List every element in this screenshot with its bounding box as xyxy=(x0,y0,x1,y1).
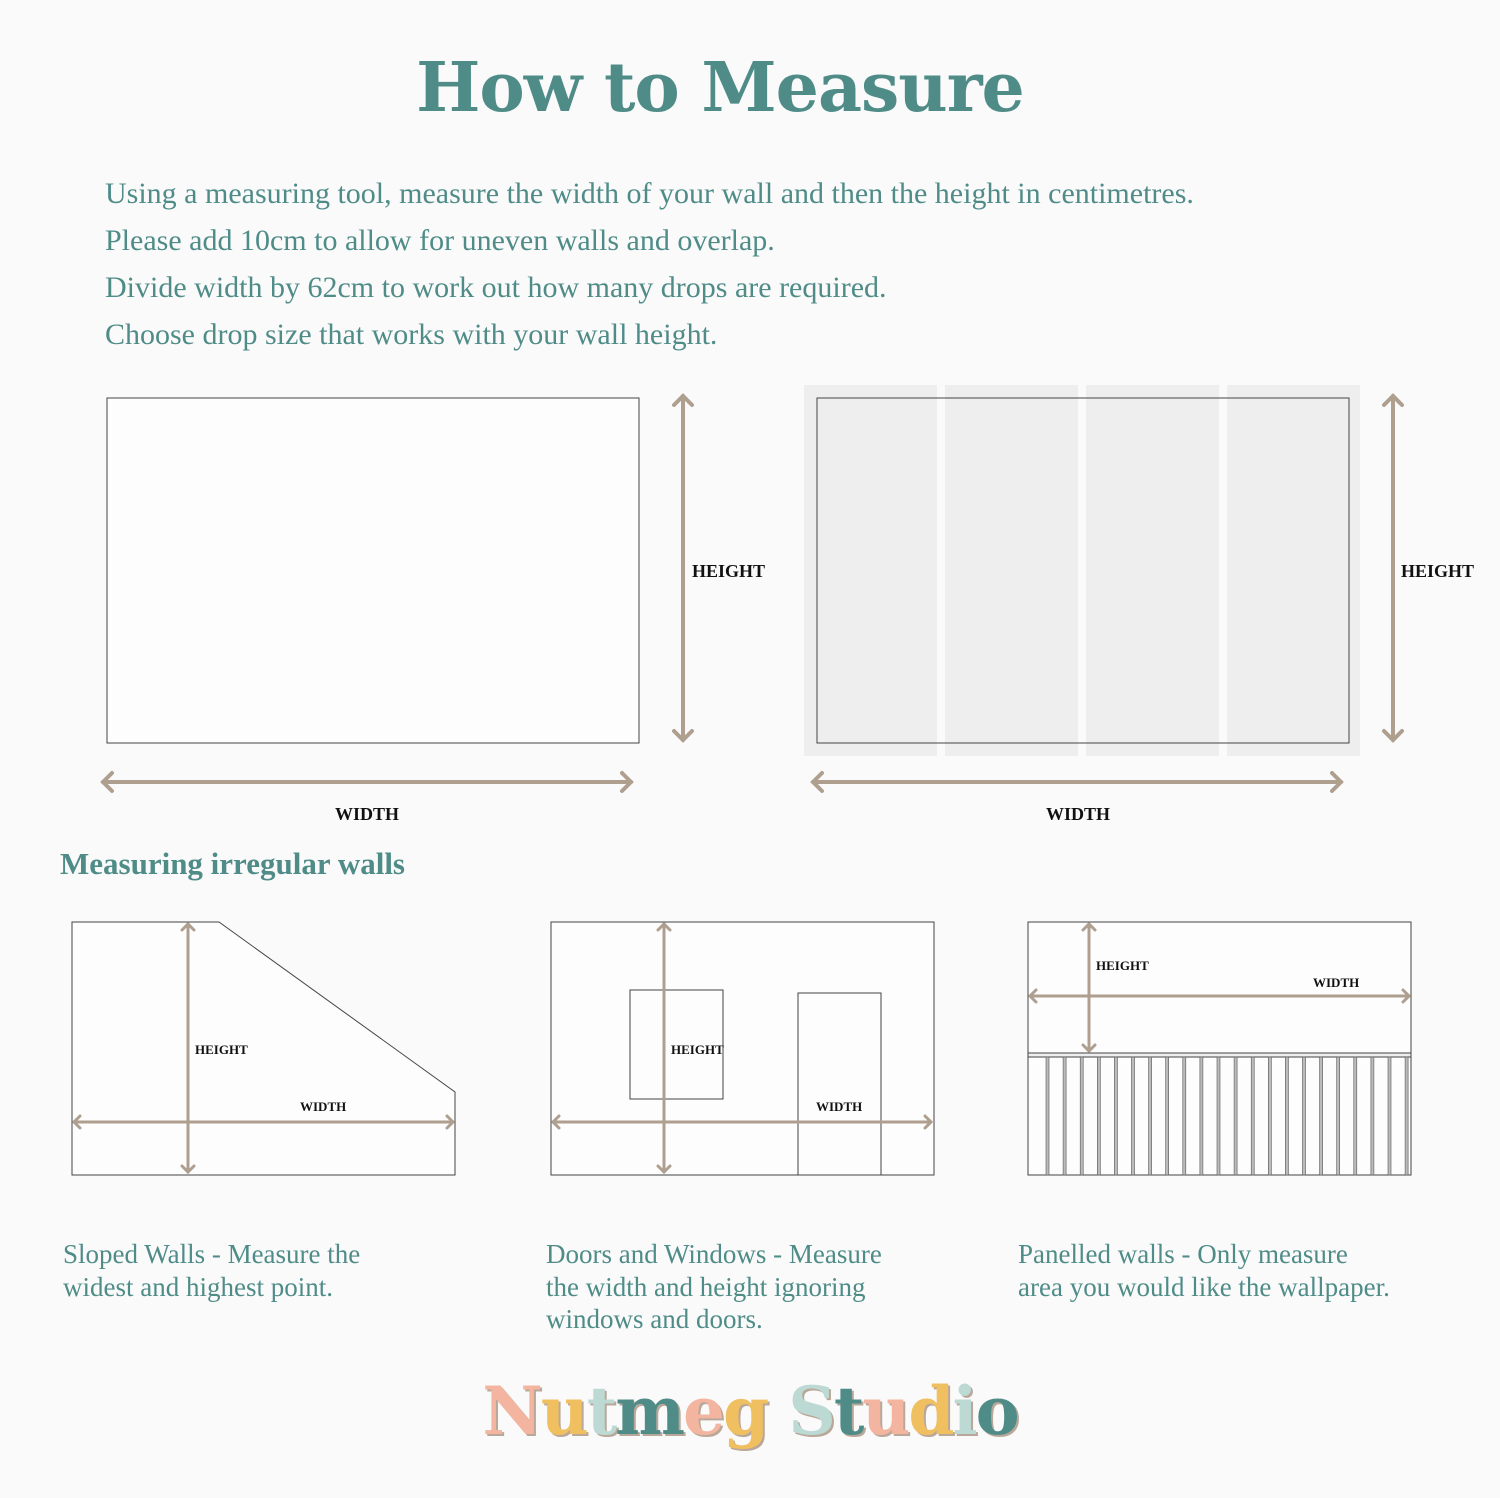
height-label: HEIGHT xyxy=(1401,561,1474,581)
panel-slat xyxy=(1148,1056,1152,1176)
width-label: WIDTH xyxy=(1313,975,1359,990)
sloped-wall-diagram: HEIGHT WIDTH xyxy=(71,921,456,1176)
drop-panel xyxy=(1086,385,1219,756)
panel-slat xyxy=(1302,1056,1306,1176)
window-outline xyxy=(629,989,724,1100)
wall-outline xyxy=(106,397,640,744)
panel-slat xyxy=(1268,1056,1272,1176)
section-title: Measuring irregular walls xyxy=(60,846,405,881)
panel-slat xyxy=(1199,1056,1204,1176)
caption-sloped: Sloped Walls - Measure the widest and hi… xyxy=(63,1238,360,1303)
panel-slat xyxy=(1097,1056,1101,1176)
panel-slat xyxy=(1062,1056,1067,1176)
width-label: WIDTH xyxy=(335,804,399,824)
width-label: WIDTH xyxy=(1046,804,1110,824)
logo-letter: e xyxy=(683,1372,725,1450)
caption-line: the width and height ignoring xyxy=(546,1271,866,1302)
height-label: HEIGHT xyxy=(195,1042,248,1057)
plain-wall-diagram: HEIGHT WIDTH xyxy=(100,393,765,824)
panel-slat xyxy=(1045,1056,1050,1176)
caption-line: Doors and Windows - Measure xyxy=(546,1239,882,1269)
instruction-line: Using a measuring tool, measure the widt… xyxy=(105,177,1194,210)
drop-panel xyxy=(1227,385,1360,756)
panel-slat xyxy=(1114,1056,1118,1176)
logo-letter: d xyxy=(908,1372,954,1450)
panelled-wall-diagram: HEIGHT WIDTH xyxy=(1027,921,1412,1176)
panel-slat xyxy=(1404,1056,1409,1176)
dado-rail xyxy=(1027,1052,1412,1058)
width-label: WIDTH xyxy=(300,1099,346,1114)
logo-letter: g xyxy=(723,1372,769,1450)
panel-slat xyxy=(1387,1056,1392,1176)
drop-panel xyxy=(945,385,1078,756)
logo-letter: u xyxy=(862,1372,910,1450)
height-label: HEIGHT xyxy=(1096,958,1149,973)
caption-line: area you would like the wallpaper. xyxy=(1018,1271,1390,1302)
instruction-line: Divide width by 62cm to work out how man… xyxy=(105,271,887,304)
page-title: How to Measure xyxy=(416,48,1025,128)
panel-slat xyxy=(1319,1056,1323,1176)
panel-slat xyxy=(1336,1056,1340,1176)
logo-letter: t xyxy=(833,1372,864,1450)
caption-line: Sloped Walls - Measure the xyxy=(63,1239,361,1269)
height-arrow xyxy=(672,393,694,743)
panel-slat xyxy=(1370,1056,1375,1176)
panel-slat xyxy=(1285,1056,1289,1176)
height-label: HEIGHT xyxy=(671,1042,724,1057)
doors-windows-diagram: HEIGHT WIDTH xyxy=(550,921,935,1176)
panel-slat xyxy=(1165,1056,1169,1176)
drops-wall-diagram: HEIGHT WIDTH xyxy=(804,385,1474,824)
panel-slat xyxy=(1353,1056,1358,1176)
caption-line: widest and highest point. xyxy=(63,1271,333,1302)
height-arrow xyxy=(1382,393,1404,743)
logo-letter: u xyxy=(540,1372,589,1450)
caption-line: windows and doors. xyxy=(546,1304,763,1334)
panel-slat xyxy=(1216,1056,1221,1176)
panel-slats xyxy=(1045,1056,1409,1176)
door-outline xyxy=(797,992,882,1176)
panel-slat xyxy=(1182,1056,1187,1176)
width-arrow xyxy=(810,771,1344,793)
height-label: HEIGHT xyxy=(692,561,765,581)
logo-letter: m xyxy=(615,1372,685,1450)
panel-slat xyxy=(1233,1056,1238,1176)
width-arrow xyxy=(100,771,634,793)
logo-letter: N xyxy=(482,1372,542,1450)
nutmeg-studio-logo: Nutmeg Studio xyxy=(0,1372,1500,1450)
caption-panelled: Panelled walls - Only measure area you w… xyxy=(1018,1238,1390,1303)
panel-slat xyxy=(1079,1056,1084,1176)
logo-letter: i xyxy=(952,1372,978,1450)
logo-letter xyxy=(767,1372,788,1450)
logo-letter: S xyxy=(788,1372,836,1450)
panel-slat xyxy=(1131,1056,1135,1176)
wall-outline xyxy=(816,397,1350,744)
panel-slat xyxy=(1250,1056,1255,1176)
width-label: WIDTH xyxy=(816,1099,862,1114)
caption-line: Panelled walls - Only measure xyxy=(1018,1239,1348,1269)
instructions: Using a measuring tool, measure the widt… xyxy=(105,170,1194,358)
logo-letter: t xyxy=(586,1372,617,1450)
logo-letter: o xyxy=(975,1372,1020,1450)
caption-doors-windows: Doors and Windows - Measure the width an… xyxy=(546,1238,882,1336)
instruction-line: Please add 10cm to allow for uneven wall… xyxy=(105,224,775,257)
drop-panel xyxy=(804,385,937,756)
instruction-line: Choose drop size that works with your wa… xyxy=(105,318,718,351)
